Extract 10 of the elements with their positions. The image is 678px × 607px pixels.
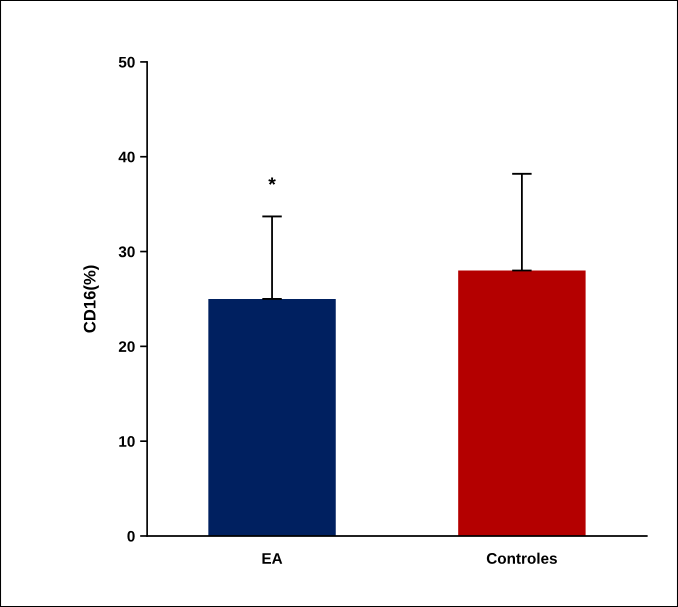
x-tick-label: Controles [486, 552, 557, 564]
y-tick-label: 50 [118, 56, 135, 68]
x-tick-label: EA [262, 553, 282, 564]
y-tick-label: 40 [118, 152, 135, 162]
annotation: * [268, 178, 276, 185]
y-tick-label: 10 [119, 436, 135, 447]
y-tick-label: 20 [118, 341, 135, 352]
y-axis-title: CD16(%) [83, 266, 99, 333]
y-tick-label: 0 [127, 530, 135, 542]
y-tick-label: 30 [118, 246, 135, 258]
